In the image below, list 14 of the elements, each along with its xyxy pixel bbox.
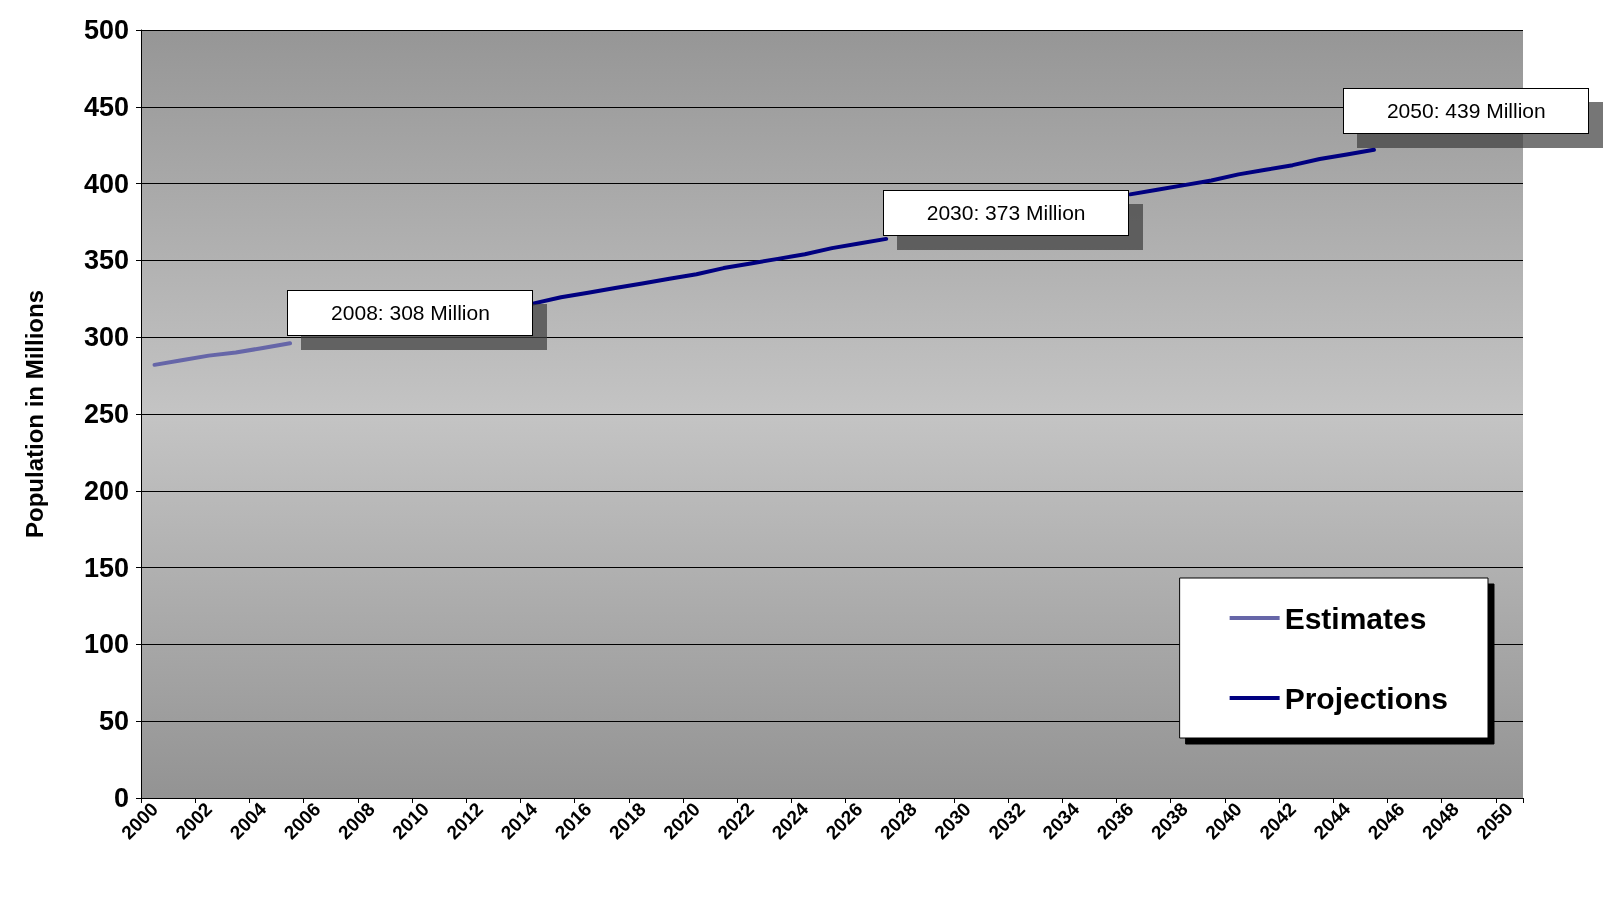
legend-label: Projections: [1284, 681, 1448, 715]
y-tick-label: 300: [83, 322, 129, 353]
y-tick-label: 200: [83, 475, 129, 506]
y-tick-label: 400: [83, 168, 129, 199]
y-tick-label: 450: [83, 91, 129, 122]
y-tick-label: 250: [83, 399, 129, 429]
y-tick-label: 50: [98, 706, 129, 737]
y-tick-label: 100: [83, 629, 129, 660]
y-tick-label: 150: [83, 552, 129, 583]
y-tick-label: 350: [83, 245, 129, 276]
y-axis-title: Population in Millions: [20, 290, 48, 538]
legend-label: Estimates: [1284, 601, 1427, 635]
y-tick-label: 500: [83, 15, 129, 45]
line-series: [152, 341, 293, 367]
